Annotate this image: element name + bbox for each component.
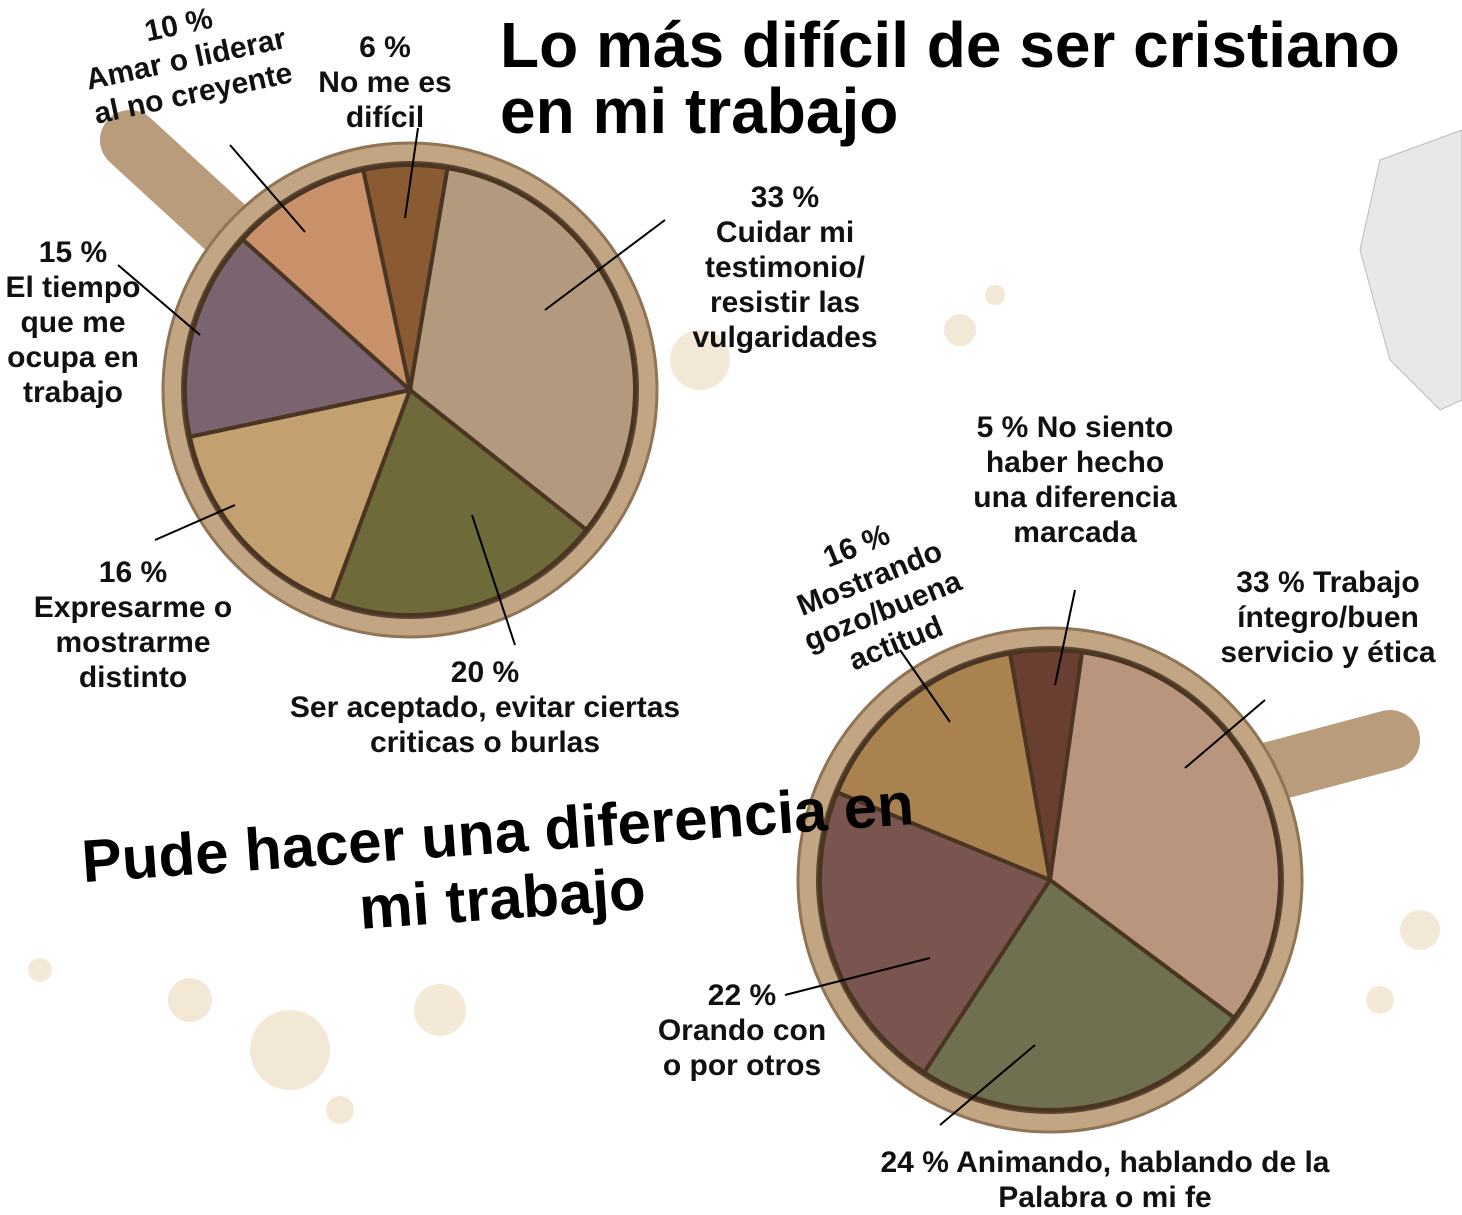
label-text: 33 % xyxy=(1236,566,1304,599)
label-text: El tiempo que me ocupa en trabajo xyxy=(5,271,140,409)
label-text: 24 % xyxy=(881,1146,949,1179)
slice-label: 33 % Trabajo íntegro/buen servicio y éti… xyxy=(1203,565,1453,670)
label-text: 15 % xyxy=(3,235,143,270)
chart-title: Lo más difícil de ser cristiano en mi tr… xyxy=(500,12,1400,144)
label-text: 20 % xyxy=(260,655,710,690)
label-text: 5 % xyxy=(977,411,1029,444)
crumpled-paper xyxy=(1360,130,1462,410)
label-text: Ser aceptado, evitar ciertas criticas o … xyxy=(290,691,680,759)
slice-label: 15 % El tiempo que me ocupa en trabajo xyxy=(3,235,143,410)
label-text: Cuidar mi testimonio/ resistir las vulga… xyxy=(692,216,877,354)
slice-label: 22 % Orando con o por otros xyxy=(652,978,832,1083)
label-text: 6 % xyxy=(305,30,465,65)
label-text: Orando con o por otros xyxy=(658,1014,826,1082)
slice-label: 20 % Ser aceptado, evitar ciertas critic… xyxy=(260,655,710,760)
label-text: Animando, hablando de la Palabra o mi fe xyxy=(956,1146,1329,1214)
label-text: 16 % xyxy=(8,555,258,590)
label-text: Expresarme o mostrarme distinto xyxy=(34,591,232,694)
slice-label: 5 % No siento haber hecho una diferencia… xyxy=(955,410,1195,550)
slice-label: 24 % Animando, hablando de la Palabra o … xyxy=(845,1145,1365,1215)
label-text: 22 % xyxy=(652,978,832,1013)
slice-label: 6 % No me es difícil xyxy=(305,30,465,135)
page: Lo más difícil de ser cristiano en mi tr… xyxy=(0,0,1462,1211)
slice-label: 33 % Cuidar mi testimonio/ resistir las … xyxy=(660,180,910,355)
slice-label: 16 % Expresarme o mostrarme distinto xyxy=(8,555,258,695)
label-text: No me es difícil xyxy=(318,66,451,134)
label-text: 33 % xyxy=(660,180,910,215)
